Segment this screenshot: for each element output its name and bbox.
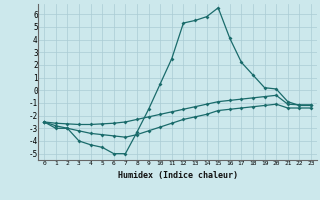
X-axis label: Humidex (Indice chaleur): Humidex (Indice chaleur) (118, 171, 238, 180)
